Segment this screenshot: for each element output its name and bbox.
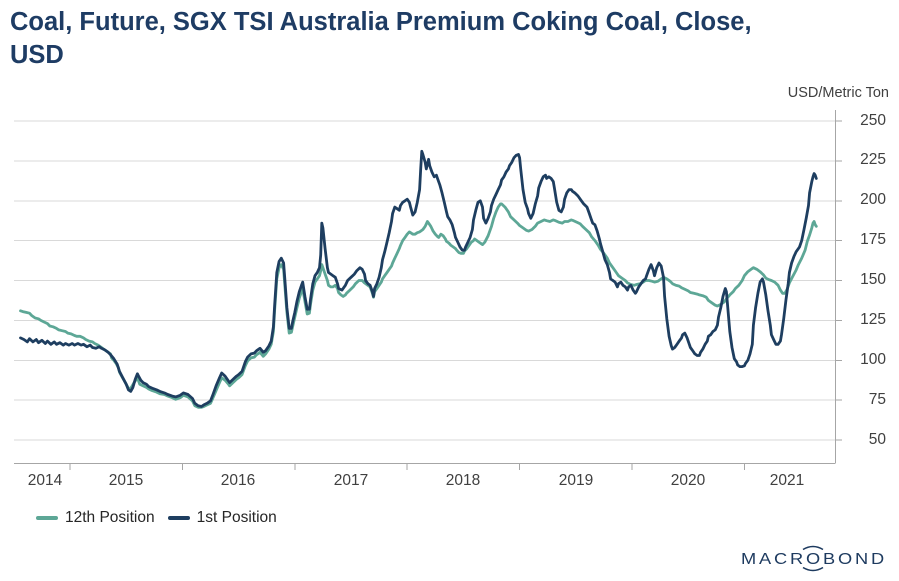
- 12th-position-line-swatch: [36, 516, 58, 520]
- y-axis-tick-label: 50: [868, 430, 886, 448]
- chart-title: Coal, Future, SGX TSI Australia Premium …: [10, 6, 895, 72]
- x-axis-tick-label: 2020: [670, 472, 706, 489]
- y-axis-tick-label: 125: [860, 310, 886, 328]
- y-axis-tick-label: 100: [860, 350, 886, 368]
- y-axis-tick-label: 200: [860, 191, 886, 209]
- 1st-position-line-swatch: [167, 516, 190, 520]
- x-axis-tick-label: 2017: [333, 472, 369, 489]
- series-line-1st-position: [19, 149, 818, 408]
- x-axis-tick-label: 2021: [769, 472, 805, 489]
- x-axis-tick-label: 2016: [220, 472, 256, 489]
- macrobond-logo-graphic: MACROBOND: [741, 545, 887, 572]
- logo-bottom-arc-icon: [802, 566, 824, 572]
- x-axis-tick-label: 2018: [445, 472, 481, 489]
- legend-label-1st-position: 1st Position: [196, 509, 277, 526]
- legend-item-1st-position: 1st Position: [167, 509, 277, 527]
- logo-top-arc-icon: [802, 545, 824, 551]
- y-axis-tick-label: 150: [860, 271, 886, 288]
- y-axis-tick-label: 225: [860, 151, 886, 169]
- x-axis-tick-label: 2014: [27, 472, 63, 489]
- y-axis-tick-label: 175: [860, 231, 886, 249]
- chart-title-line2: USD: [10, 41, 64, 69]
- x-axis-tick-label: 2019: [558, 472, 594, 489]
- macrobond-logo-text: MACROBOND: [741, 551, 887, 568]
- legend: 12th Position 1st Position: [36, 509, 277, 527]
- macrobond-logo: MACROBOND: [741, 545, 891, 578]
- y-axis-unit-label: USD/Metric Ton: [787, 85, 889, 101]
- x-axis-tick-label: 2015: [108, 472, 144, 489]
- chart-title-line1: Coal, Future, SGX TSI Australia Premium …: [10, 8, 752, 36]
- y-axis-tick-label: 250: [860, 111, 886, 129]
- series-line-12th-position: [19, 202, 818, 409]
- y-axis-tick-label: 75: [868, 390, 886, 408]
- legend-item-12th-position: 12th Position: [36, 509, 155, 527]
- legend-label-12th-position: 12th Position: [65, 509, 155, 526]
